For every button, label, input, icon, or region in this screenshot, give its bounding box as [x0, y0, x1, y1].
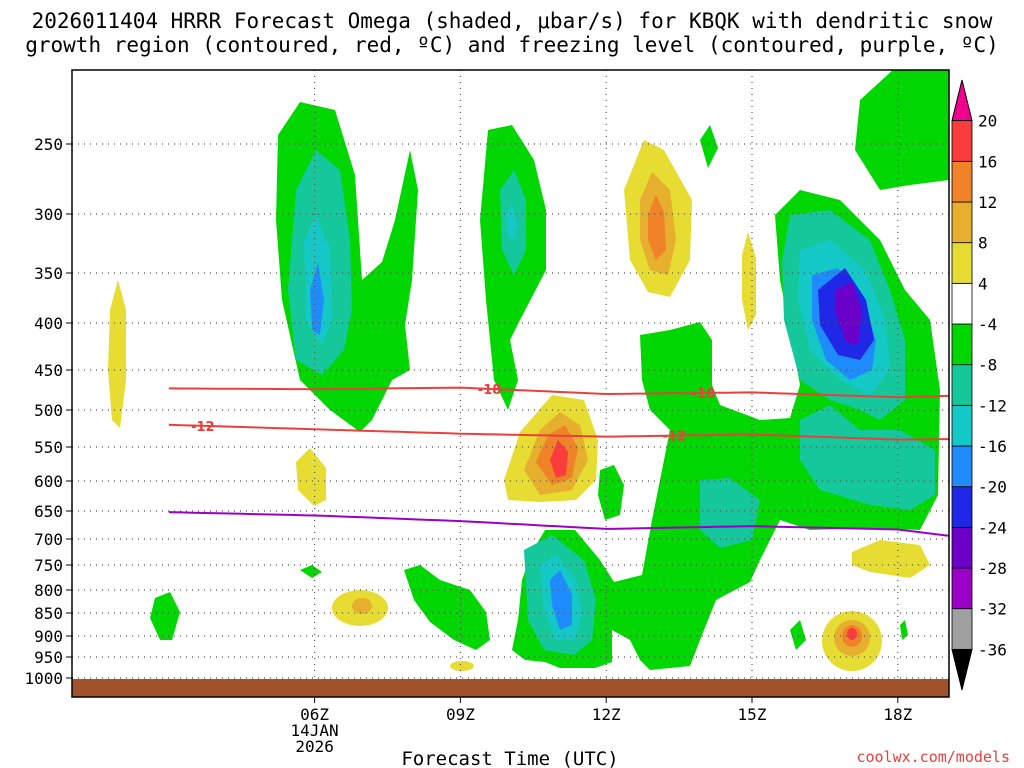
colorbar-swatch-12 — [951, 160, 973, 203]
y-tick-label-0: 250 — [34, 135, 63, 154]
x-tick-sublabel-1: 2026 — [295, 737, 334, 756]
omega-red-20z-low — [847, 628, 857, 640]
omega-green-blob-20z-a — [790, 620, 806, 650]
omega-green-topright — [855, 70, 949, 190]
y-tick-label-8: 650 — [34, 502, 63, 521]
contour-line-2 — [168, 511, 949, 537]
colorbar-swatch-3 — [951, 526, 973, 569]
colorbar-label-13: 20 — [978, 112, 997, 131]
colorbar-swatch-5 — [951, 445, 973, 488]
colorbar-label-9: 4 — [978, 274, 988, 293]
y-tick-label-10: 750 — [34, 556, 63, 575]
omega-yellow-12z-low — [450, 661, 474, 671]
colorbar-label-2: -28 — [978, 559, 1007, 578]
colorbar-swatch-7 — [951, 364, 973, 406]
y-tick-label-13: 900 — [34, 627, 63, 646]
colorbar-label-12: 16 — [978, 152, 997, 171]
colorbar-label-8: -4 — [978, 315, 997, 334]
omega-orange2-16z — [648, 195, 666, 260]
contour-line-1 — [168, 423, 949, 441]
colorbar-top-arrow — [951, 79, 973, 122]
colorbar-swatch-13 — [951, 120, 973, 162]
grid-lines — [72, 70, 949, 679]
x-tick-label-3: 15Z — [738, 705, 767, 724]
colorbar-swatch-10 — [951, 242, 973, 284]
contour-label-0-0: -18 — [478, 383, 502, 398]
colorbar-label-0: -36 — [978, 640, 1007, 659]
colorbar-swatch-1 — [951, 608, 973, 650]
colorbar-swatch-6 — [951, 404, 973, 447]
omega-blue-09z — [310, 262, 324, 335]
colorbar: -36 -32 -28 -24 -20 -16 -12 -8 -4 4 8 12 16 20 — [951, 79, 1007, 691]
omega-teal-17z — [700, 478, 760, 548]
chart-title-line-2: growth region (contoured, red, ºC) and f… — [25, 33, 999, 57]
colorbar-label-5: -16 — [978, 437, 1007, 456]
x-tick-label-0: 06Z — [300, 705, 329, 724]
omega-green-blob-20z-b — [900, 620, 908, 640]
y-tick-label-2: 350 — [34, 264, 63, 283]
omega-green-small-top — [700, 125, 718, 168]
x-axis: 06Z14JAN202609Z12Z15Z18Z21Z — [291, 697, 913, 756]
watermark: coolwx.com/models — [856, 748, 1010, 766]
contour-label-0-1: -18 — [692, 387, 716, 402]
colorbar-swatch-2 — [951, 567, 973, 610]
y-tick-label-15: 1000 — [24, 669, 63, 688]
y-tick-label-12: 850 — [34, 604, 63, 623]
y-tick-label-6: 550 — [34, 438, 63, 457]
colorbar-swatch-9 — [951, 282, 973, 325]
omega-orange-10z — [352, 598, 372, 614]
colorbar-swatch-8 — [951, 323, 973, 366]
omega-cyan-13z — [506, 205, 518, 240]
y-tick-label-11: 800 — [34, 581, 63, 600]
colorbar-label-3: -24 — [978, 518, 1007, 537]
omega-green-tiny — [300, 565, 322, 578]
y-tick-label-1: 300 — [34, 205, 63, 224]
y-tick-label-4: 450 — [34, 361, 63, 380]
x-tick-sublabel-0: 14JAN — [291, 721, 339, 740]
omega-red-14z — [550, 440, 568, 478]
colorbar-label-4: -20 — [978, 478, 1007, 497]
colorbar-label-6: -12 — [978, 396, 1007, 415]
y-tick-label-7: 600 — [34, 472, 63, 491]
contour-label-1-1: -12 — [662, 430, 686, 445]
colorbar-label-11: 12 — [978, 193, 997, 212]
y-tick-label-5: 500 — [34, 401, 63, 420]
ground-surface — [72, 679, 949, 697]
omega-blue-14z — [550, 570, 572, 630]
omega-green-15z — [598, 465, 624, 520]
plot-area: -18-18-12-12-12 — [72, 70, 949, 697]
omega-shading — [108, 70, 949, 671]
x-axis-label: Forecast Time (UTC) — [401, 748, 618, 768]
chart-title-line-1: 2026011404 HRRR Forecast Omega (shaded, … — [32, 9, 993, 33]
colorbar-swatch-4 — [951, 486, 973, 528]
omega-purple-20z — [836, 282, 862, 345]
omega-yellow-21z — [852, 540, 930, 578]
x-tick-label-2: 12Z — [592, 705, 621, 724]
contour-label-1-0: -12 — [191, 420, 215, 435]
y-tick-label-3: 400 — [34, 314, 63, 333]
omega-teal-20z-mid — [800, 405, 935, 510]
omega-green-lowleft — [404, 565, 490, 650]
colorbar-label-1: -32 — [978, 600, 1007, 619]
x-tick-label-4: 18Z — [883, 705, 912, 724]
colorbar-swatch-11 — [951, 201, 973, 244]
y-tick-label-9: 700 — [34, 530, 63, 549]
colorbar-label-10: 8 — [978, 234, 988, 253]
temperature-contours: -18-18-12-12-12 — [168, 383, 949, 537]
x-tick-label-1: 09Z — [446, 705, 475, 724]
omega-yellow-04z — [108, 280, 126, 428]
omega-green-06z-low — [150, 592, 180, 640]
y-axis: 250 300 350 400 450 500 550 600 650 700 750 800 850 9… — [24, 135, 72, 688]
colorbar-label-7: -8 — [978, 356, 997, 375]
colorbar-bottom-arrow — [951, 648, 973, 691]
y-tick-label-14: 950 — [34, 648, 63, 667]
omega-yellow-09z-low — [296, 448, 326, 506]
contour-line-0 — [168, 386, 949, 399]
plot-frame — [71, 69, 950, 698]
